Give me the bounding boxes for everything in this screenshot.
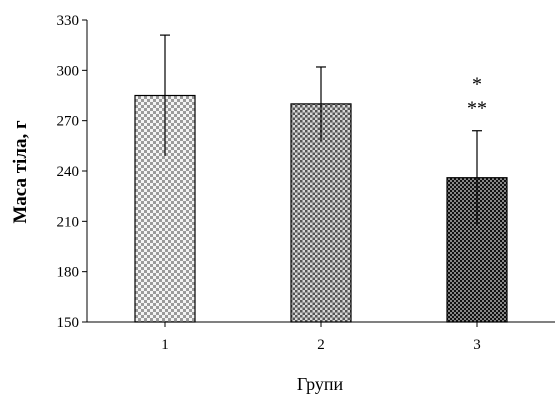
y-tick-label: 270 <box>57 114 80 130</box>
x-tick-label: 1 <box>161 337 169 353</box>
y-tick-label: 150 <box>57 315 80 331</box>
y-axis-title: Маса тіла, г <box>10 120 31 224</box>
x-axis-title: Групи <box>297 374 344 394</box>
y-tick-label: 180 <box>57 265 80 281</box>
y-axis-ticks: 150 180 210 240 270 300 330 <box>57 13 87 331</box>
y-tick-label: 300 <box>57 63 80 79</box>
y-tick-label: 240 <box>57 164 80 180</box>
x-axis-ticks: 1 2 3 <box>161 322 481 353</box>
x-tick-label: 2 <box>317 337 325 353</box>
significance-marker: * <box>472 74 482 96</box>
y-tick-label: 330 <box>57 13 80 29</box>
y-tick-label: 210 <box>57 214 80 230</box>
annotations-group: *** <box>467 74 487 120</box>
x-tick-label: 3 <box>473 337 481 353</box>
error-bars-group <box>160 34 482 225</box>
significance-marker: ** <box>467 98 487 120</box>
